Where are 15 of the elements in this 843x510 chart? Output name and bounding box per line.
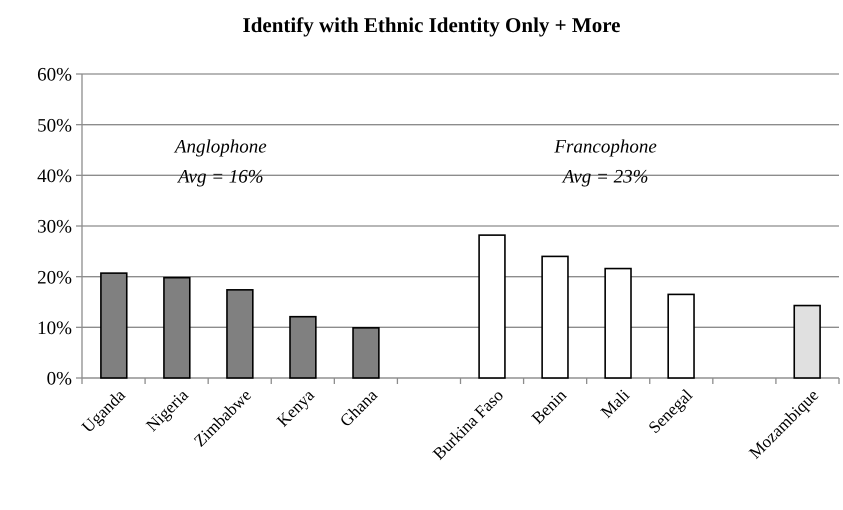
y-tick-label: 40% [37, 166, 72, 187]
bar [478, 234, 506, 379]
bar [793, 304, 821, 379]
y-tick-label: 10% [37, 318, 72, 339]
bar [541, 256, 569, 379]
y-tick-label: 60% [37, 64, 72, 86]
annotation: Francophone Avg = 23% [553, 136, 657, 188]
bar [667, 294, 695, 379]
y-tick-label: 20% [37, 267, 72, 288]
annotation: Anglophone Avg = 16% [172, 136, 267, 188]
bar [604, 268, 632, 379]
y-tick-label: 50% [37, 115, 72, 136]
y-tick-label: 0% [46, 368, 72, 390]
y-tick-label: 30% [37, 216, 72, 238]
chart-title: Identify with Ethnic Identity Only + More [242, 13, 620, 37]
